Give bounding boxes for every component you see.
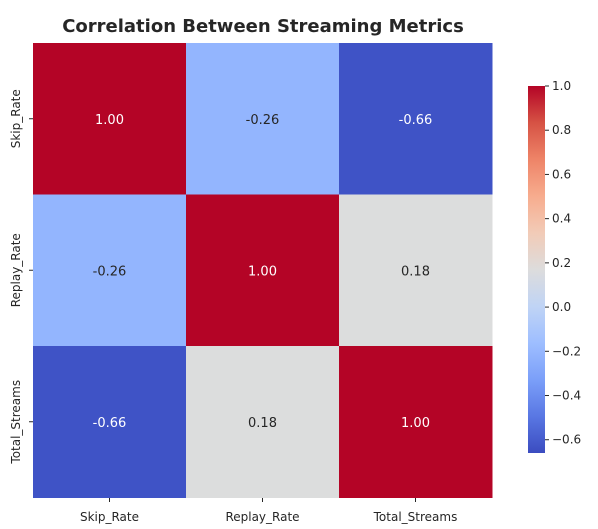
colorbar-ticks: 1.0 0.8 0.6 0.4 0.2 0.0 −0.2 −0.4 −0.6 (545, 79, 581, 447)
heatmap-cell (33, 43, 187, 195)
heatmap-cell (33, 346, 187, 498)
heatmap-cell (186, 194, 340, 347)
colorbar-tick-label: 0.0 (552, 300, 571, 314)
colorbar-tick-label: −0.6 (552, 433, 581, 447)
heatmap-cell (33, 194, 187, 347)
cell-annotation: 0.18 (401, 264, 430, 279)
colorbar-tick-label: 0.8 (552, 123, 571, 137)
heatmap-cell (186, 346, 340, 498)
y-tick-label: Skip_Rate (9, 89, 23, 148)
x-tick-label: Total_Streams (373, 510, 458, 524)
cell-annotation: -0.66 (399, 113, 433, 128)
heatmap-cells (33, 43, 493, 498)
colorbar (528, 86, 545, 453)
cell-annotation: -0.26 (93, 264, 127, 279)
heatmap-annotations: 1.00 -0.26 -0.66 -0.26 1.00 0.18 -0.66 0.18 1.00 (93, 113, 433, 431)
colorbar-tick-label: 0.2 (552, 256, 571, 270)
colorbar-tick-label: −0.4 (552, 389, 581, 403)
heatmap-cell (339, 43, 493, 195)
heatmap-cell (186, 43, 340, 195)
colorbar-tick-label: 0.4 (552, 212, 571, 226)
chart-title: Correlation Between Streaming Metrics (62, 16, 464, 37)
colorbar-tick-label: 1.0 (552, 79, 571, 93)
cell-annotation: 1.00 (401, 416, 430, 431)
x-tick-label: Replay_Rate (225, 510, 299, 524)
heatmap-cell (339, 346, 493, 498)
y-axis-ticks: Skip_Rate Replay_Rate Total_Streams (9, 89, 33, 465)
y-tick-label: Replay_Rate (9, 233, 23, 307)
heatmap-cell (339, 194, 493, 347)
x-tick-label: Skip_Rate (80, 510, 139, 524)
colorbar-tick-label: 0.6 (552, 167, 571, 181)
cell-annotation: 1.00 (95, 113, 124, 128)
cell-annotation: -0.26 (246, 113, 280, 128)
x-axis-ticks: Skip_Rate Replay_Rate Total_Streams (80, 498, 457, 524)
y-tick-label: Total_Streams (9, 380, 23, 465)
colorbar-tick-label: −0.2 (552, 344, 581, 358)
cell-annotation: 1.00 (248, 264, 277, 279)
cell-annotation: 0.18 (248, 416, 277, 431)
cell-annotation: -0.66 (93, 416, 127, 431)
